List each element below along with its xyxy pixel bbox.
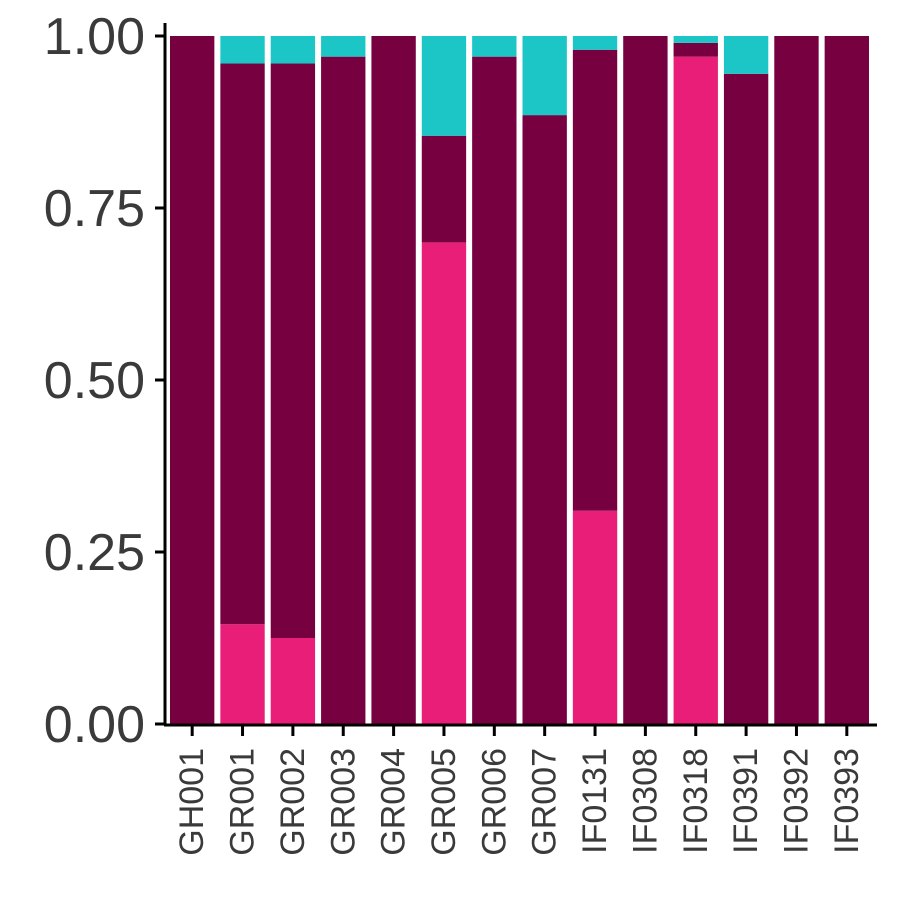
bar-segment-if0131-1 (572, 49, 618, 511)
x-tick-label: GR007 (526, 748, 564, 856)
y-axis: 0.00 0.25 0.50 0.75 1.00 (44, 8, 167, 754)
y-tick-label: 0.25 (44, 524, 145, 582)
x-tick-label: IF0392 (777, 748, 815, 854)
bar-segment-if0308-1 (623, 36, 668, 724)
x-tick-label: GR003 (324, 748, 362, 856)
x-tick-label: GR004 (375, 748, 413, 856)
x-axis: GH001 GR001 GR002 GR003 GR004 GR005 GR006 GR007… (164, 723, 877, 856)
y-tick-label: 0.00 (44, 696, 145, 754)
bar-segment-if0318-2 (673, 36, 718, 43)
bar-segment-if0318-0 (673, 56, 718, 724)
x-tick-label: IF0308 (626, 748, 664, 854)
bar-segment-gr005-2 (421, 36, 467, 136)
x-tick-label: GR006 (475, 748, 513, 856)
bar-segment-gr001-1 (220, 63, 265, 625)
bar-segment-if0391-2 (723, 36, 769, 74)
bar-segment-gr005-1 (421, 135, 467, 243)
bar-segment-if0392-1 (774, 36, 819, 724)
bar-segment-if0318-1 (673, 42, 718, 57)
bar-segment-if0131-2 (572, 36, 618, 50)
bar-segment-gr002-2 (270, 36, 316, 64)
bar-segment-gr006-1 (472, 56, 517, 724)
bar-segment-if0391-1 (723, 73, 769, 725)
bar-segment-gr002-1 (270, 63, 316, 638)
x-tick-label: IF0393 (828, 748, 866, 854)
x-tick-label: GH001 (173, 748, 211, 856)
bar-segment-gr005-0 (421, 242, 467, 724)
bar-segment-gr001-2 (220, 36, 265, 64)
bar-segment-gr006-2 (472, 36, 517, 57)
bar-segment-gh001-1 (170, 36, 215, 724)
bar-segment-gr004-1 (371, 36, 416, 724)
bars-group (170, 36, 869, 725)
bar-segment-if0131-0 (572, 510, 618, 724)
bar-segment-gr003-1 (321, 56, 366, 724)
bar-segment-gr007-2 (522, 36, 567, 116)
x-tick-label: GR002 (274, 748, 312, 856)
bar-segment-gr003-2 (321, 36, 366, 57)
bar-segment-gr007-1 (522, 115, 567, 725)
x-tick-label: GR001 (224, 748, 262, 856)
bar-segment-gr002-0 (270, 638, 316, 724)
x-tick-label: GR005 (425, 748, 463, 856)
y-tick-label: 0.75 (44, 180, 145, 238)
x-tick-label: IF0318 (677, 748, 715, 854)
x-tick-label: IF0131 (576, 748, 614, 854)
y-tick-label: 1.00 (44, 8, 145, 66)
x-tick-label: IF0391 (727, 748, 765, 854)
bar-segment-if0393-1 (824, 36, 869, 724)
bar-segment-gr001-0 (220, 624, 265, 724)
y-tick-label: 0.50 (44, 352, 145, 410)
